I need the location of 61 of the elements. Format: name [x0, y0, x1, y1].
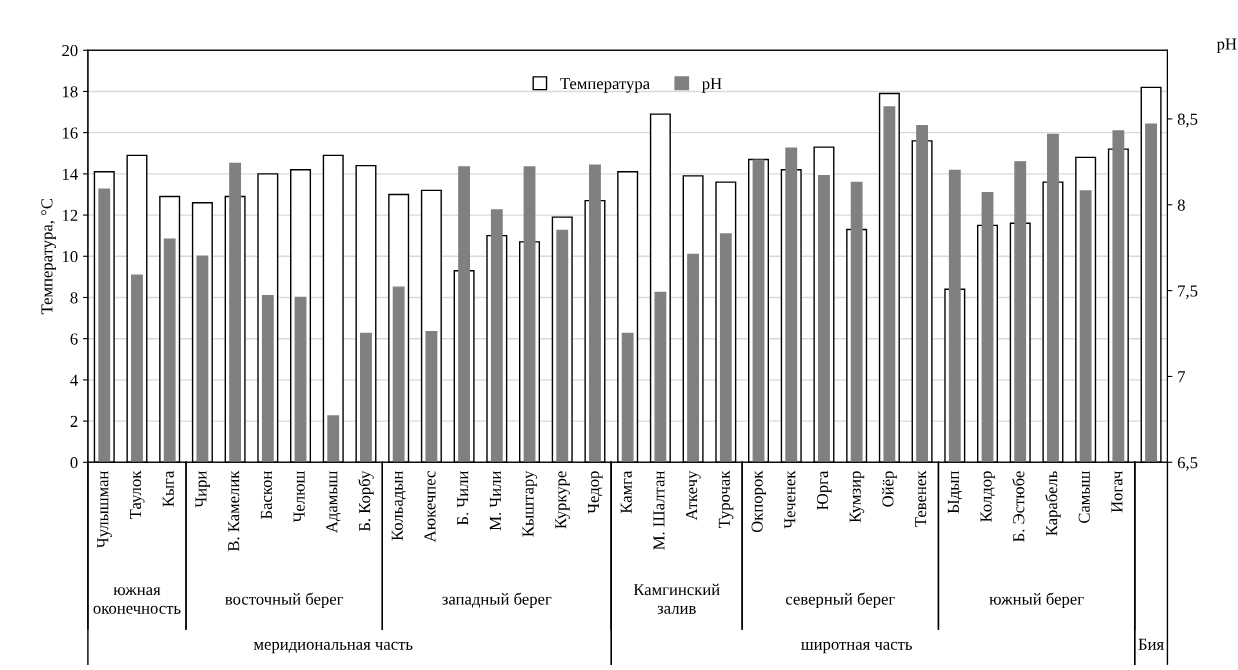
x-tick-label: М. Шалтан: [653, 471, 665, 550]
y-tick-label: 14: [62, 168, 78, 180]
x-tick-label: Челюш: [293, 470, 305, 523]
y-tick-label: 4: [70, 374, 78, 386]
x-tick-label: Иогач: [1111, 471, 1123, 513]
y2-tick-label: 8,5: [1177, 113, 1198, 128]
annotation: меридиональная часть: [253, 641, 413, 654]
y2-axis-title: pH: [1216, 38, 1237, 53]
annotation: восточный берег: [225, 592, 344, 609]
legend-label: pH: [702, 78, 722, 93]
x-tick-label: Тевенек: [915, 470, 927, 527]
x-tick-label: Таулок: [130, 470, 145, 519]
x-tick-label: Ойёр: [881, 471, 897, 507]
annotation: северный берег: [785, 592, 895, 609]
y2-tick-label: 7,5: [1178, 285, 1198, 299]
annotation: Камгинский залив: [633, 583, 720, 614]
text: Бия: [1138, 638, 1164, 650]
y2-tick-label: 7: [1178, 371, 1186, 383]
y-tick-label: 20: [62, 44, 78, 57]
y-tick-label: 2: [70, 415, 78, 427]
x-tick-label: Б. Чили: [457, 471, 469, 526]
y-tick-label: 12: [62, 209, 78, 221]
x-tick-label: Камга: [620, 470, 632, 514]
x-tick-label: Чири: [195, 471, 210, 508]
x-tick-label: Карабель: [1045, 471, 1061, 536]
x-tick-label: Турочак: [718, 470, 734, 529]
x-tick-label: Колдор: [980, 471, 996, 523]
y-tick-label: 8: [70, 292, 78, 304]
y-tick-label: 0: [70, 457, 78, 469]
y-tick-label: 16: [62, 127, 78, 139]
annotation: южная оконечность: [93, 587, 181, 614]
x-tick-label: Б. Корбу: [358, 470, 374, 532]
x-tick-label: Аюкечпес: [424, 471, 436, 543]
annotation: западный берег: [442, 592, 552, 609]
x-tick-label: Аткечу: [686, 470, 701, 521]
x-tick-label: В. Камелик: [228, 470, 240, 552]
annotation: широтная часть: [801, 641, 912, 654]
annotation: южный берег: [989, 592, 1084, 609]
x-tick-label: М. Чили: [489, 471, 502, 531]
y2-tick-label: 8: [1177, 199, 1185, 211]
x-tick-label: Чедор: [588, 471, 603, 514]
x-tick-label: Б. Эстюбе: [1012, 471, 1025, 542]
x-tick-label: Окпорок: [751, 470, 767, 533]
y2-tick-label: 6,5: [1177, 457, 1198, 471]
x-tick-label: Кумзир: [849, 471, 865, 523]
y-tick-label: 6: [70, 333, 78, 345]
y-axis-title: Температура, °С: [41, 199, 56, 315]
x-tick-label: Кольадын: [391, 471, 406, 541]
legend-label: Температура: [560, 78, 650, 93]
x-tick-label: Чеченек: [784, 470, 796, 529]
x-tick-label: Адамыш: [326, 470, 341, 533]
x-tick-label: Чулышман: [97, 471, 112, 549]
x-tick-label: Баскон: [260, 471, 272, 520]
x-tick-label: Юрга: [816, 470, 832, 510]
x-tick-label: Самыш: [1078, 470, 1090, 524]
x-tick-label: Ыдып: [947, 471, 963, 514]
y-tick-label: 10: [62, 250, 78, 263]
y-tick-label: 18: [62, 86, 78, 98]
x-tick-label: Кыштару: [522, 470, 538, 537]
x-tick-label: Кыга: [162, 470, 174, 507]
x-tick-label: Куркуре: [555, 471, 570, 529]
